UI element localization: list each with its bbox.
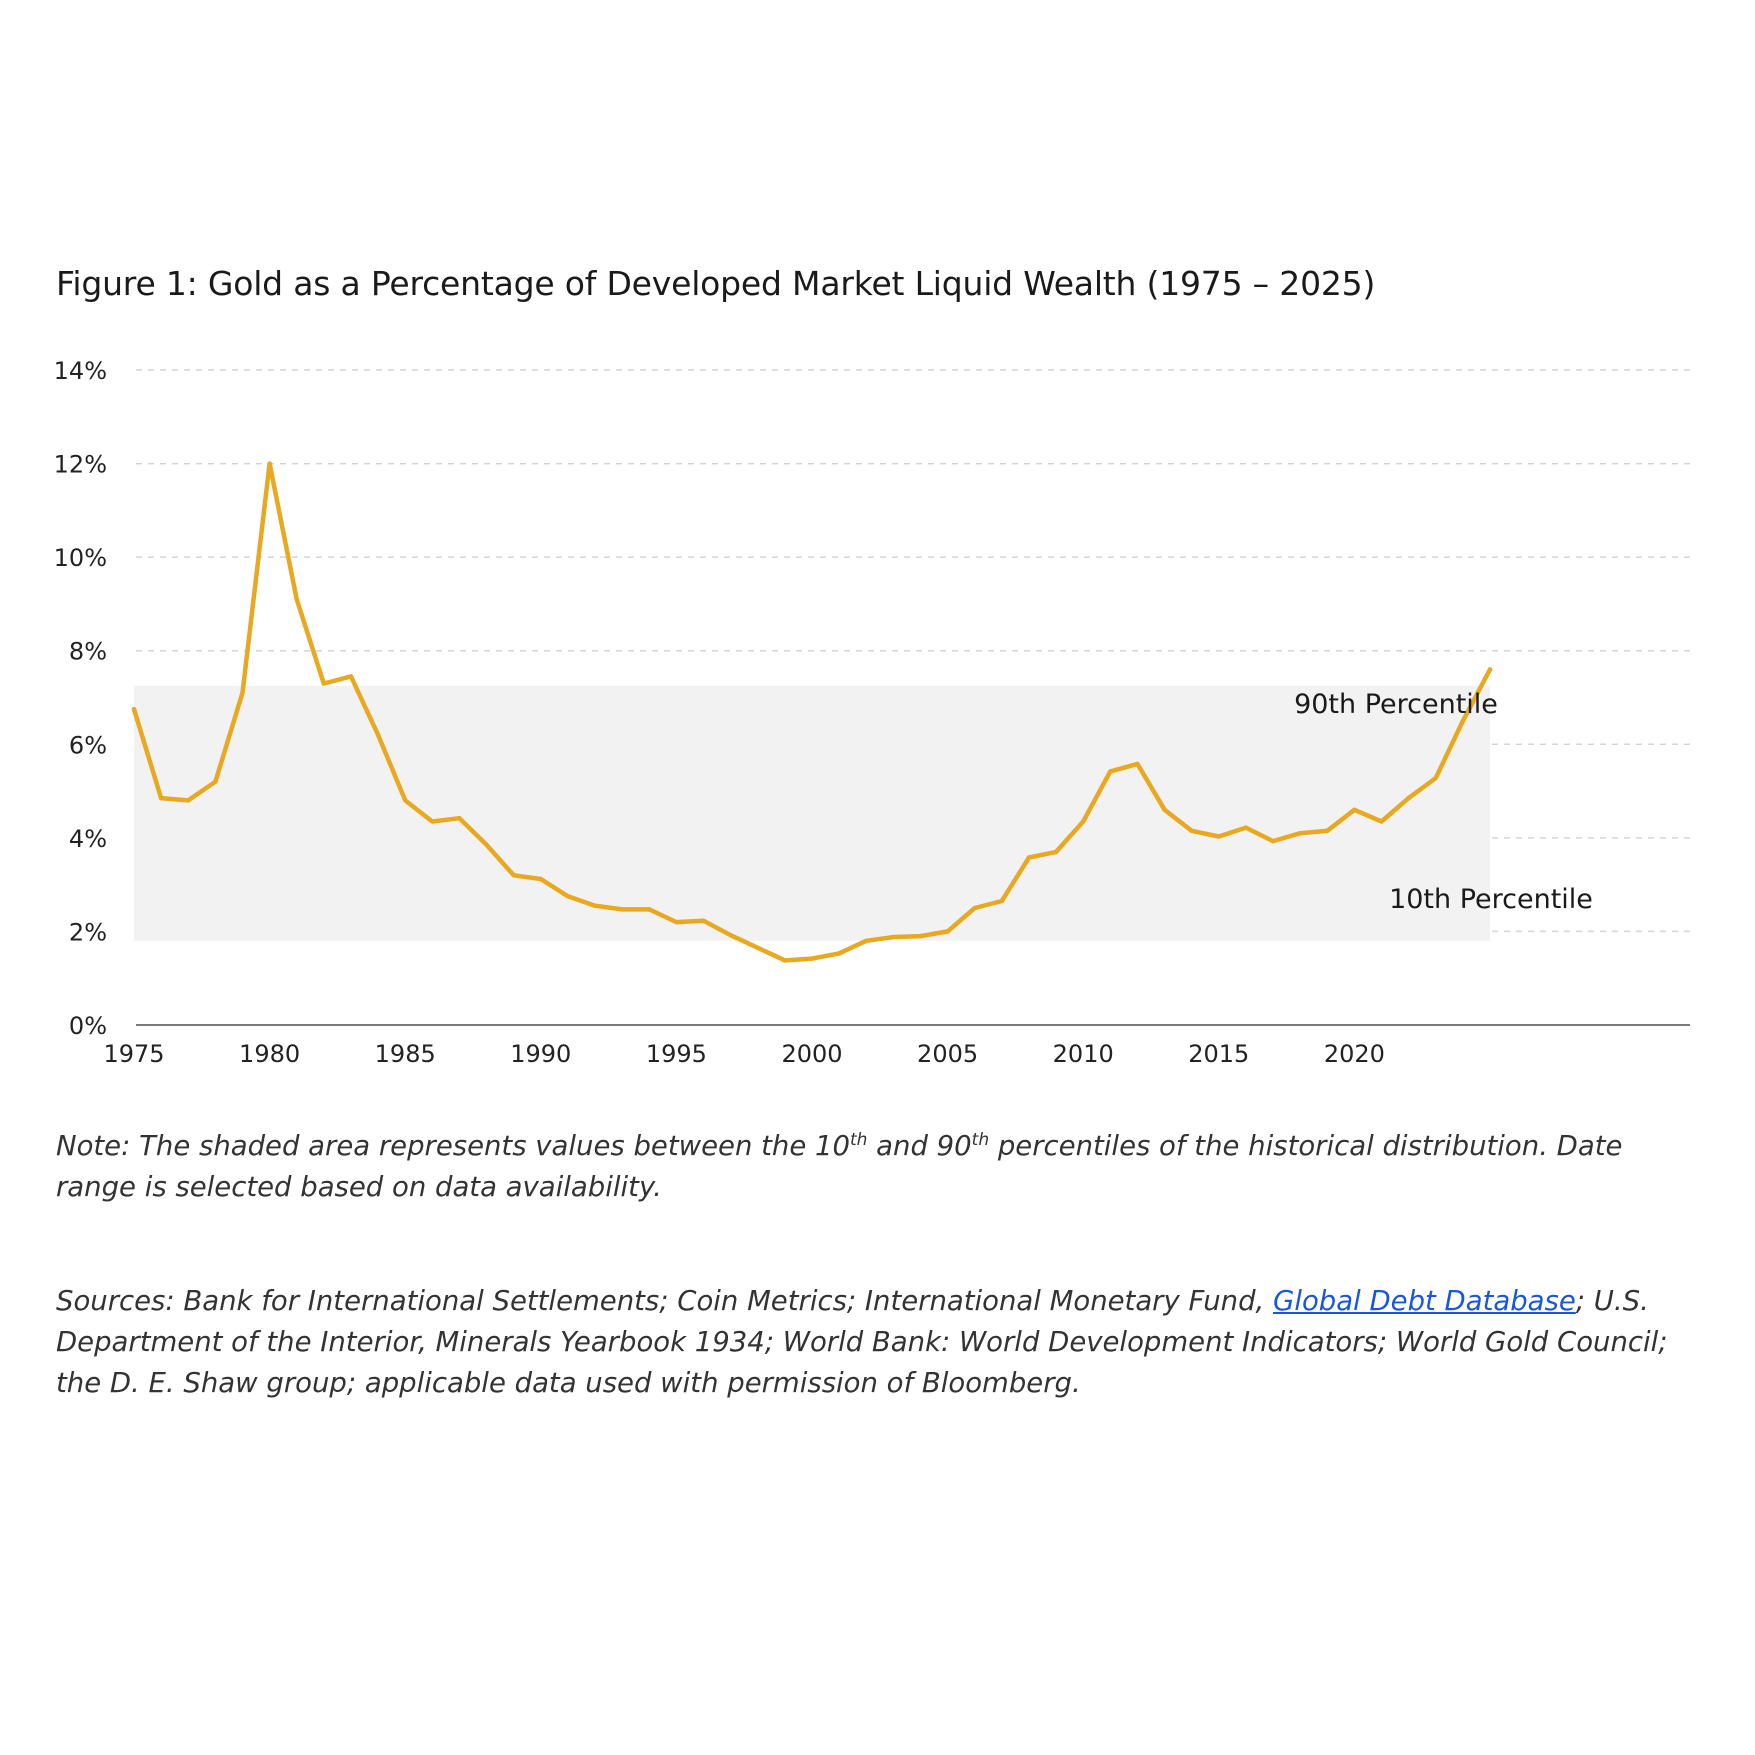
data-point-2007	[999, 898, 1005, 904]
percentile-band-rect	[134, 685, 1490, 941]
data-point-1989	[511, 873, 516, 878]
data-point-2006	[972, 905, 977, 911]
data-point-2003	[891, 934, 896, 940]
chart: 0% 2% 4% 6% 8% 10% 12% 14% 1975 1980 1985 1990 1995…	[54, 357, 1690, 1068]
data-point-2008	[1026, 855, 1032, 860]
note-text-end: percentiles of the historical distributi…	[56, 1130, 1623, 1203]
data-point-1985	[403, 798, 408, 803]
percentile-band	[134, 685, 1490, 941]
x-axis-tick-labels: 1975 1980 1985 1990 1995 2000 2005 2010 2015 2020	[103, 1040, 1384, 1068]
band-label-90th: 90th Percentile	[1294, 689, 1498, 720]
y-tick-label-0: 0%	[69, 1012, 107, 1040]
data-point-2018	[1297, 830, 1303, 836]
data-point-2021	[1379, 819, 1384, 824]
data-point-1988	[484, 842, 489, 848]
data-point-2001	[836, 951, 842, 956]
y-tick-label-6: 6%	[69, 731, 107, 759]
data-point-1980	[267, 461, 272, 466]
note-superscript-2: th	[971, 1129, 990, 1150]
y-axis-tick-labels: 0% 2% 4% 6% 8% 10% 12% 14%	[54, 357, 107, 1040]
y-tick-label-2: 2%	[69, 918, 107, 946]
y-tick-label-4: 4%	[69, 825, 107, 853]
data-point-1998	[755, 945, 760, 951]
data-point-2022	[1406, 795, 1411, 801]
x-tick-label-1995: 1995	[646, 1040, 707, 1068]
x-tick-label-1990: 1990	[510, 1040, 571, 1068]
data-point-1983	[348, 674, 354, 679]
data-point-2020	[1352, 807, 1357, 812]
data-point-1986	[430, 819, 435, 824]
data-point-1992	[592, 903, 598, 908]
sources-text-start: Sources: Bank for International Settleme…	[56, 1285, 1274, 1317]
chart-note: Note: The shaded area represents values …	[56, 1126, 1676, 1208]
data-point-2025	[1487, 667, 1493, 672]
data-point-1994	[647, 907, 652, 912]
data-point-1981	[294, 597, 299, 602]
data-point-1984	[375, 732, 381, 738]
y-tick-label-12: 12%	[54, 451, 107, 479]
data-point-1978	[213, 779, 218, 784]
data-point-2013	[1162, 807, 1167, 812]
data-point-2014	[1189, 828, 1194, 834]
x-tick-label-2015: 2015	[1188, 1040, 1249, 1068]
x-tick-label-2020: 2020	[1324, 1040, 1385, 1068]
chart-sources: Sources: Bank for International Settleme…	[56, 1281, 1696, 1404]
data-point-1997	[728, 932, 733, 938]
note-text-middle: and 90	[867, 1130, 972, 1162]
data-point-2012	[1135, 761, 1140, 767]
data-point-1996	[701, 918, 706, 923]
x-tick-label-1975: 1975	[103, 1040, 164, 1068]
note-text-start: Note: The shaded area represents values …	[56, 1130, 850, 1162]
series-points	[131, 461, 1493, 963]
y-tick-label-14: 14%	[54, 357, 107, 385]
x-tick-label-2010: 2010	[1053, 1040, 1114, 1068]
data-point-1991	[565, 894, 571, 899]
band-labels: 90th Percentile 10th Percentile	[1294, 689, 1593, 915]
data-point-1993	[619, 907, 625, 912]
data-point-2005	[945, 929, 950, 934]
data-point-2011	[1108, 769, 1113, 774]
data-point-2019	[1325, 828, 1330, 834]
note-superscript-1: th	[849, 1129, 868, 1150]
data-point-2010	[1081, 819, 1086, 824]
figure-title: Figure 1: Gold as a Percentage of Develo…	[56, 264, 1376, 303]
y-tick-label-8: 8%	[69, 638, 107, 666]
data-point-2024	[1460, 718, 1466, 724]
data-point-2009	[1053, 849, 1059, 855]
data-point-1987	[457, 816, 462, 821]
data-point-2015	[1216, 834, 1222, 839]
data-point-2017	[1270, 838, 1276, 844]
x-tick-label-2005: 2005	[917, 1040, 978, 1068]
global-debt-database-link[interactable]: Global Debt Database	[1273, 1285, 1576, 1317]
x-tick-label-1980: 1980	[239, 1040, 300, 1068]
data-point-2023	[1433, 775, 1438, 781]
data-point-2002	[864, 938, 869, 943]
data-point-1995	[674, 919, 679, 925]
sources-text-end: ; U.S. Department of the Interior, Miner…	[56, 1285, 1668, 1399]
x-tick-label-1985: 1985	[375, 1040, 436, 1068]
x-tick-label-2000: 2000	[781, 1040, 842, 1068]
data-point-2016	[1243, 825, 1249, 830]
data-point-1982	[321, 681, 327, 686]
data-point-1977	[186, 798, 191, 803]
data-point-1999	[782, 958, 788, 963]
data-point-1975	[131, 706, 137, 712]
data-point-2004	[918, 933, 923, 939]
data-point-2000	[809, 956, 815, 961]
data-point-1979	[240, 690, 245, 696]
data-point-1976	[158, 795, 164, 801]
band-label-10th: 10th Percentile	[1389, 884, 1593, 915]
data-point-1990	[538, 876, 543, 882]
y-tick-label-10: 10%	[54, 544, 107, 572]
